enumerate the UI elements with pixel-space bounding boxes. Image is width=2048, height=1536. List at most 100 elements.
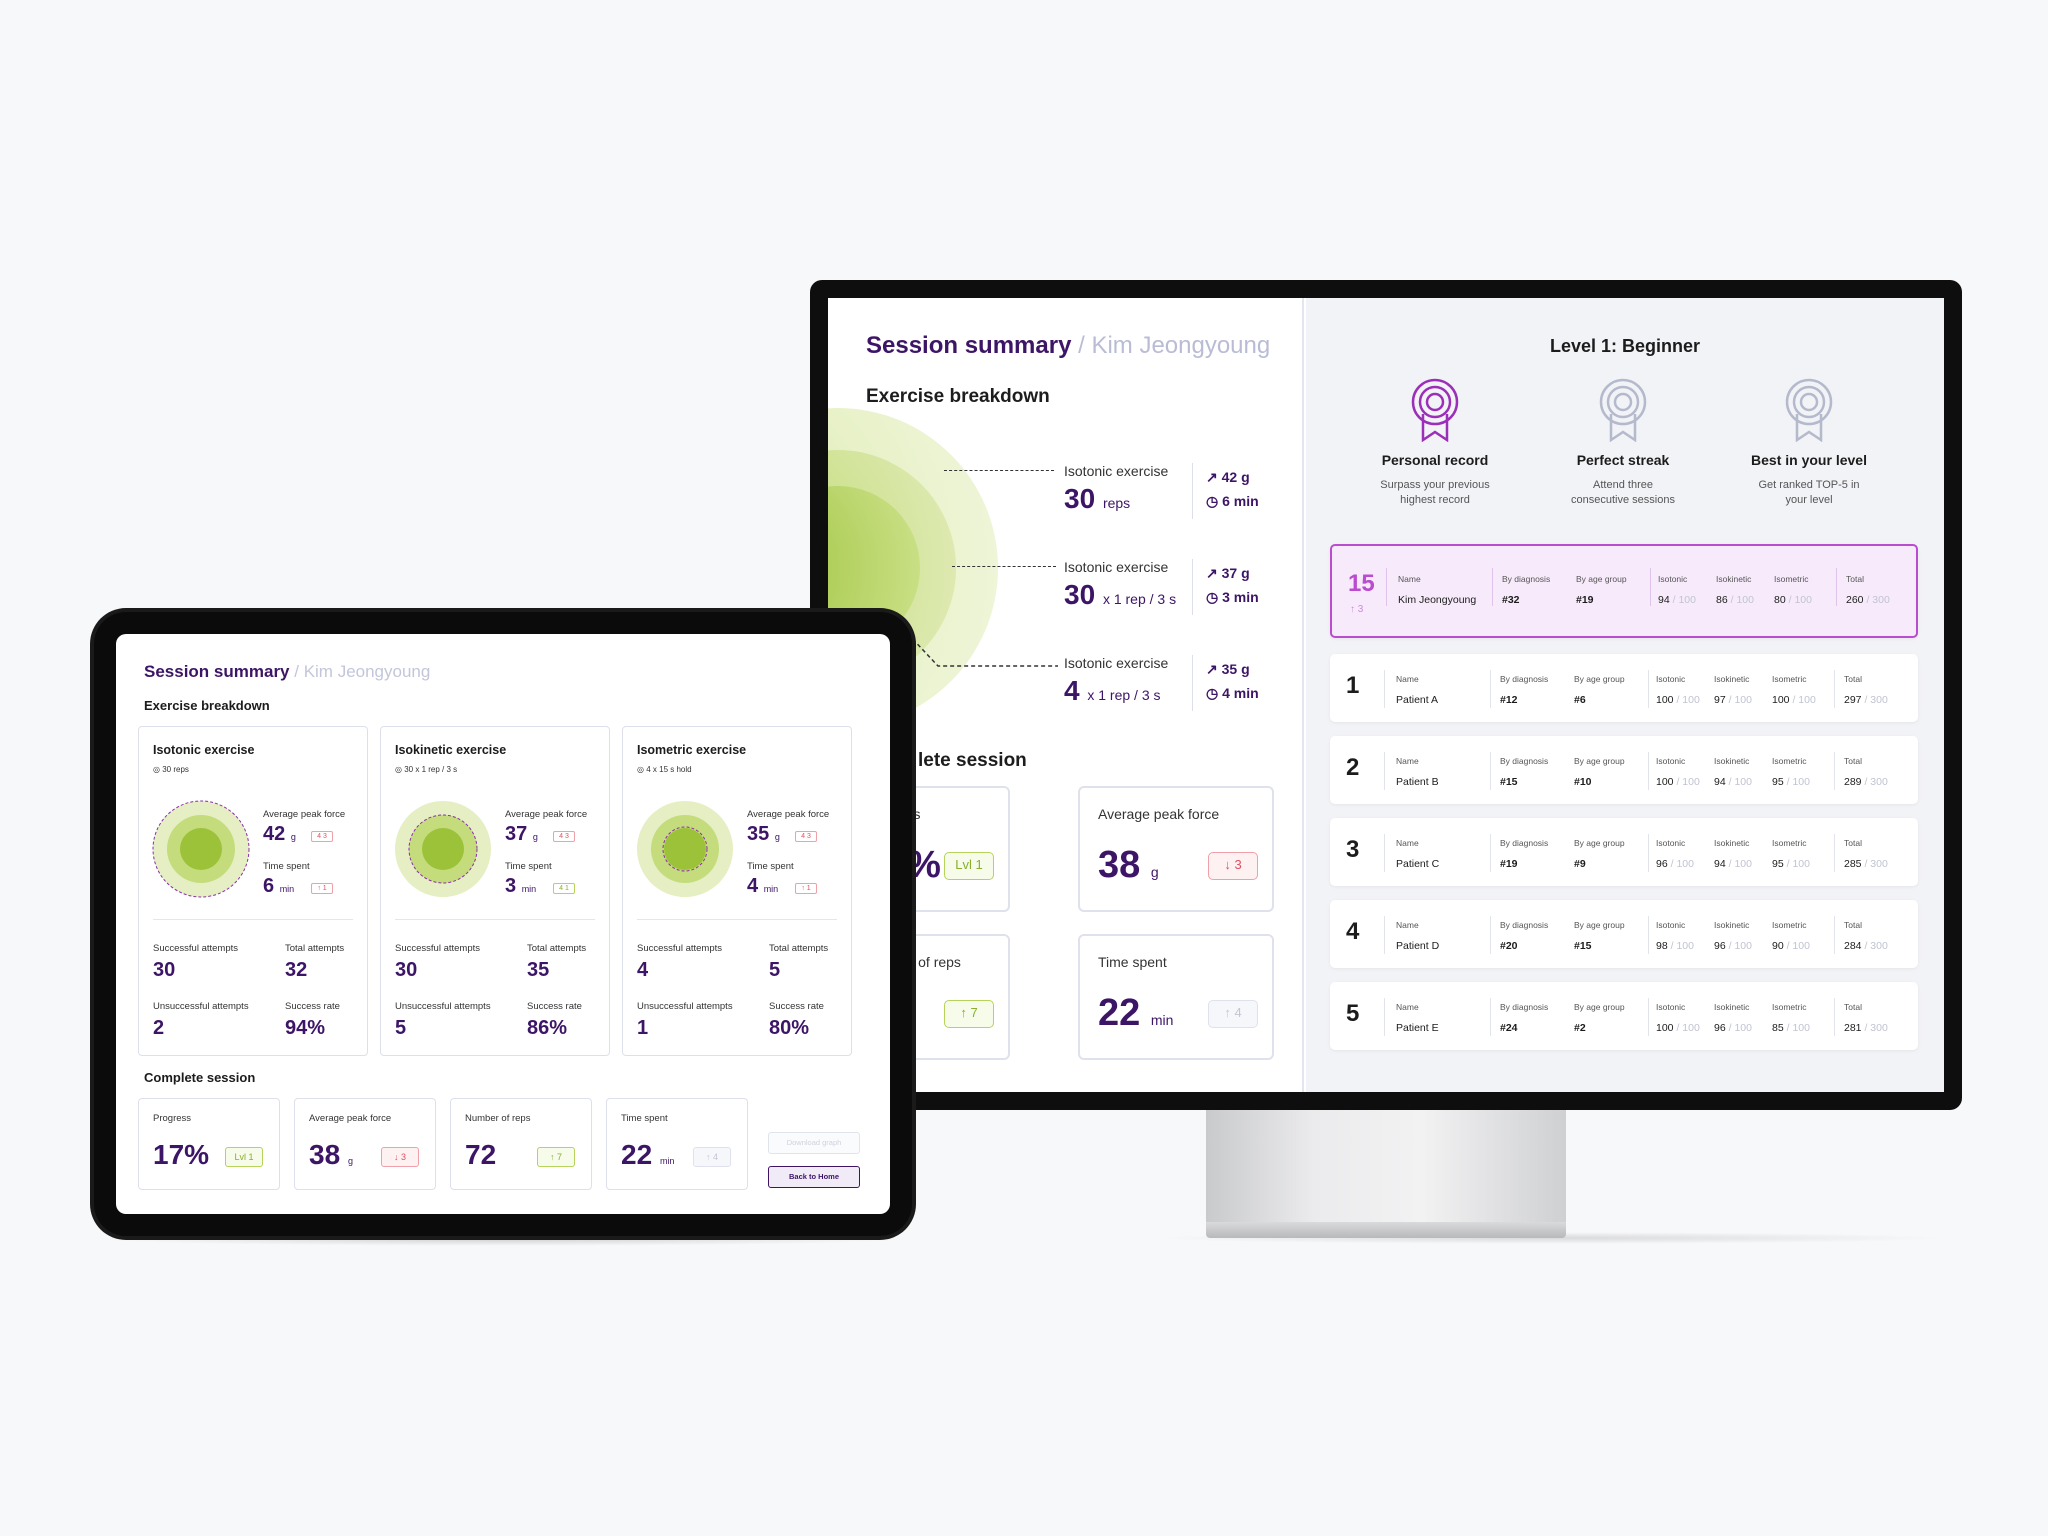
force-label: Average peak force — [505, 809, 588, 820]
back-to-home-button[interactable]: Back to Home — [768, 1166, 860, 1188]
rank: 3 — [1346, 836, 1360, 863]
card-label: Average peak force — [1098, 806, 1220, 822]
rank: 2 — [1346, 754, 1360, 781]
rate-label: Success rate — [769, 1001, 824, 1012]
avg-peak-force-card: Average peak force 38 g ↓ 3 — [1078, 786, 1274, 912]
exercise-breakdown-heading: Exercise breakdown — [866, 386, 1050, 407]
divider — [1192, 463, 1193, 519]
exercise-rings — [637, 801, 733, 897]
divider — [1384, 752, 1385, 790]
isometric-col: Isometric 90 / 100 — [1772, 920, 1810, 952]
target-icon: ◎ — [153, 765, 160, 774]
isotonic-col: Isotonic 100 / 100 — [1656, 756, 1700, 788]
award-personal-record[interactable]: Personal record Surpass your previous hi… — [1335, 378, 1535, 508]
divider — [1834, 998, 1835, 1036]
time-value: 6 min — [263, 875, 295, 897]
name-col: Name Patient D — [1396, 920, 1440, 952]
change-badge: ↓ 3 — [381, 1147, 419, 1167]
time-spent-card: Time spent 22 min ↑ 4 — [1078, 934, 1274, 1060]
total-label: Total attempts — [285, 943, 345, 954]
rate-label: Success rate — [285, 1001, 340, 1012]
leaderboard-row[interactable]: 2 Name Patient B By diagnosis #15 By age grou… — [1330, 736, 1918, 804]
award-desc: Surpass your previous highest record — [1380, 479, 1490, 506]
rate-value: 94% — [285, 1017, 326, 1039]
rank: 15 — [1348, 570, 1375, 597]
exercise-value: 4 x 1 rep / 3 s — [1064, 675, 1161, 706]
complete-session-heading: lete session — [918, 750, 1027, 771]
medal-icon — [1411, 378, 1459, 442]
isotonic-col: Isotonic 96 / 100 — [1656, 838, 1694, 870]
total-label: Total attempts — [527, 943, 587, 954]
change-badge: ↑ 4 — [1208, 1000, 1258, 1028]
isometric-col: Isometric 85 / 100 — [1772, 1002, 1810, 1034]
page-title: Session summary / Kim Jeongyoung — [866, 332, 1271, 359]
rank-change: ↑ 3 — [1350, 604, 1364, 615]
card-label: Number of reps — [465, 1113, 531, 1124]
download-graph-button[interactable]: Download graph — [768, 1132, 860, 1154]
time-metric: ◷ 4 min — [1206, 685, 1259, 701]
time-badge: ↑ 1 — [795, 883, 817, 894]
divider — [1490, 752, 1491, 790]
isokinetic-col: Isokinetic 96 / 100 — [1714, 1002, 1752, 1034]
award-perfect-streak[interactable]: Perfect streak Attend three consecutive … — [1523, 378, 1723, 508]
isotonic-col: Isotonic 100 / 100 — [1656, 674, 1700, 706]
isometric-col: Isometric 80 / 100 — [1774, 574, 1812, 606]
exercise-name: Isometric exercise — [637, 743, 747, 757]
successful-value: 30 — [153, 959, 176, 981]
exercise-breakdown-heading: Exercise breakdown — [144, 698, 270, 713]
exercise-label: Isotonic exercise — [1064, 655, 1169, 671]
age-group-col: By age group #10 — [1574, 756, 1625, 788]
divider — [1490, 998, 1491, 1036]
total-col: Total 289 / 300 — [1844, 756, 1888, 788]
exercise-name: Isotonic exercise — [153, 743, 255, 757]
exercise-card: Isotonic exercise ◎ 30 reps Average peak… — [138, 726, 368, 1056]
change-badge: Lvl 1 — [225, 1147, 263, 1167]
rank: 4 — [1346, 918, 1360, 945]
change-badge: ↑ 7 — [537, 1147, 575, 1167]
isokinetic-col: Isokinetic 97 / 100 — [1714, 674, 1752, 706]
award-best-in-level[interactable]: Best in your level Get ranked TOP-5 in y… — [1709, 378, 1909, 508]
time-badge: ↑ 1 — [311, 883, 333, 894]
total-col: Total 281 / 300 — [1844, 1002, 1888, 1034]
divider — [1648, 752, 1649, 790]
successful-value: 30 — [395, 959, 418, 981]
leaderboard-row[interactable]: 3 Name Patient C By diagnosis #19 By age grou… — [1330, 818, 1918, 886]
divider — [1192, 655, 1193, 711]
force-label: Average peak force — [747, 809, 830, 820]
leaderboard-row-current-user[interactable]: 15 ↑ 3 Name Kim Jeongyoung By diagnosis #3… — [1330, 544, 1918, 638]
divider — [1192, 559, 1193, 615]
complete-session-heading: Complete session — [144, 1070, 256, 1085]
rate-value: 86% — [527, 1017, 568, 1039]
change-badge: ↓ 3 — [1208, 852, 1258, 880]
divider — [395, 919, 595, 920]
leaderboard-row[interactable]: 1 Name Patient A By diagnosis #12 By age grou… — [1330, 654, 1918, 722]
medal-icon — [1785, 378, 1833, 442]
total-value: 5 — [769, 959, 781, 981]
card-label: Time spent — [1098, 954, 1167, 970]
time-spent-card: Time spent 22 min ↑ 4 — [606, 1098, 748, 1190]
unsuccessful-label: Unsuccessful attempts — [153, 1001, 249, 1012]
diagnosis-col: By diagnosis #12 — [1500, 674, 1549, 706]
isokinetic-col: Isokinetic 86 / 100 — [1716, 574, 1754, 606]
unsuccessful-label: Unsuccessful attempts — [637, 1001, 733, 1012]
exercise-card: Isometric exercise ◎ 4 x 15 s hold Avera… — [622, 726, 852, 1056]
leaderboard-row[interactable]: 5 Name Patient E By diagnosis #24 By age grou… — [1330, 982, 1918, 1050]
force-label: Average peak force — [263, 809, 346, 820]
exercise-row: Isotonic exercise 4 x 1 rep / 3 s ↗ 35 g… — [1064, 655, 1294, 725]
divider — [1648, 916, 1649, 954]
award-desc: Attend three consecutive sessions — [1571, 479, 1675, 506]
monitor: Session summary / Kim Jeongyoung Exercis… — [810, 280, 1962, 1110]
time-metric: ◷ 3 min — [1206, 589, 1259, 605]
diagnosis-col: By diagnosis #24 — [1500, 1002, 1549, 1034]
leader-line — [908, 634, 1058, 667]
level-panel: Level 1: Beginner Personal record Surpas… — [1306, 298, 1944, 1092]
isotonic-col: Isotonic 94 / 100 — [1658, 574, 1696, 606]
tablet: Session summary / Kim Jeongyoung Exercis… — [90, 608, 916, 1240]
name-col: Name Patient A — [1396, 674, 1439, 706]
isometric-col: Isometric 100 / 100 — [1772, 674, 1816, 706]
change-badge: ↑ 7 — [944, 1000, 994, 1028]
rate-label: Success rate — [527, 1001, 582, 1012]
total-col: Total 285 / 300 — [1844, 838, 1888, 870]
card-value: 38 g — [309, 1139, 353, 1170]
leaderboard-row[interactable]: 4 Name Patient D By diagnosis #20 By age grou… — [1330, 900, 1918, 968]
